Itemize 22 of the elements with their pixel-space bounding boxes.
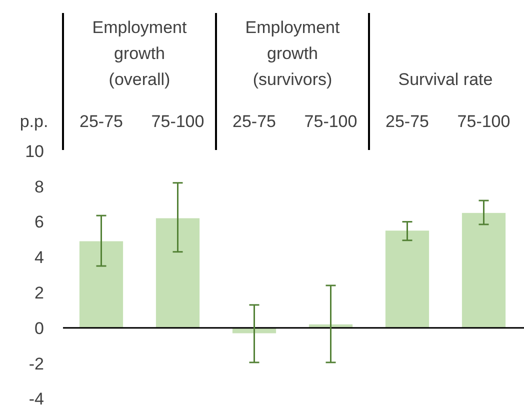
x-tick-label: 75-100 [151,112,204,131]
y-tick-label: 4 [34,248,44,268]
y-tick-label: -2 [28,354,44,374]
y-tick-label: 10 [25,142,44,161]
y-axis-title: p.p. [20,112,48,131]
y-tick-label: 0 [34,318,44,338]
y-tick-label: 2 [34,283,44,302]
x-tick-label: 25-75 [386,112,429,131]
bar [79,241,124,328]
bar [462,212,506,328]
text: Survival rate [398,70,493,89]
y-tick-label: -4 [28,390,44,409]
x-tick-label: 25-75 [80,112,123,131]
x-tick-label: 25-75 [232,112,276,131]
text: Employment growth (overall) [92,18,188,89]
y-tick-label: 8 [34,177,44,196]
x-tick-label: 75-100 [304,112,358,131]
x-tick-label: 75-100 [457,112,510,131]
bar [385,230,430,328]
bar [156,218,200,328]
text: Employment growth (survivors) [245,18,340,89]
y-tick-label: 6 [34,212,44,232]
